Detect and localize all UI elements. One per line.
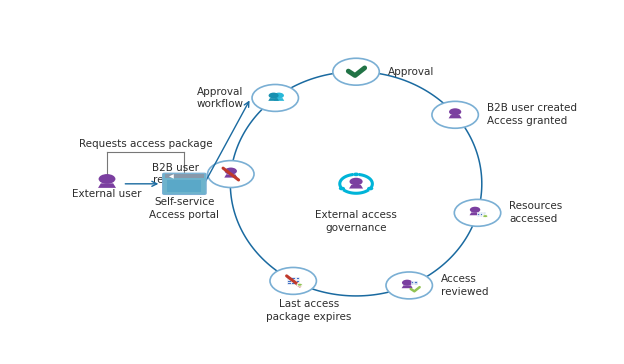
Bar: [480, 215, 482, 217]
Circle shape: [449, 108, 461, 115]
Circle shape: [470, 207, 480, 213]
Text: ◀: ◀: [169, 174, 174, 179]
Circle shape: [274, 92, 284, 98]
Bar: [291, 280, 295, 282]
Circle shape: [339, 187, 345, 190]
Text: Approval: Approval: [388, 67, 434, 77]
Text: External user: External user: [72, 189, 142, 199]
Circle shape: [268, 92, 279, 98]
Bar: [483, 215, 485, 217]
Bar: [291, 282, 295, 284]
Bar: [477, 211, 479, 213]
Text: B2B user created
Access granted: B2B user created Access granted: [487, 103, 577, 126]
Circle shape: [270, 268, 316, 294]
Bar: [414, 283, 417, 285]
Circle shape: [386, 272, 432, 299]
Polygon shape: [402, 285, 412, 288]
Bar: [411, 283, 414, 285]
Polygon shape: [349, 185, 363, 189]
Bar: [296, 282, 299, 284]
Bar: [483, 213, 485, 215]
Bar: [287, 282, 291, 284]
Bar: [480, 211, 482, 213]
Circle shape: [225, 167, 237, 175]
Text: External access
governance: External access governance: [315, 210, 397, 233]
Circle shape: [454, 199, 500, 226]
Polygon shape: [273, 98, 285, 101]
Text: Self-service
Access portal: Self-service Access portal: [149, 197, 220, 219]
Polygon shape: [469, 213, 480, 215]
Text: Approval
workflow: Approval workflow: [197, 87, 243, 109]
Bar: [165, 174, 204, 178]
Circle shape: [432, 101, 479, 128]
Polygon shape: [224, 174, 237, 178]
Circle shape: [208, 161, 254, 187]
Polygon shape: [98, 183, 116, 188]
Bar: [287, 280, 291, 282]
Circle shape: [349, 178, 363, 185]
Bar: [483, 211, 485, 213]
Bar: [414, 281, 417, 282]
Bar: [296, 277, 299, 280]
Text: Requests access package: Requests access package: [79, 139, 213, 149]
Text: Access
reviewed: Access reviewed: [441, 274, 489, 297]
Circle shape: [99, 174, 115, 184]
Bar: [411, 281, 414, 282]
Circle shape: [367, 187, 373, 190]
Circle shape: [482, 215, 488, 218]
Bar: [480, 213, 482, 215]
Circle shape: [297, 283, 303, 286]
Bar: [167, 179, 202, 192]
Bar: [296, 280, 299, 282]
Bar: [291, 277, 295, 280]
Bar: [287, 277, 291, 280]
Bar: [477, 213, 479, 215]
FancyBboxPatch shape: [163, 173, 206, 194]
Bar: [477, 215, 479, 217]
Circle shape: [402, 280, 412, 286]
Circle shape: [333, 58, 379, 85]
Circle shape: [252, 84, 298, 111]
Text: B2B user
removed: B2B user removed: [152, 163, 199, 185]
Polygon shape: [449, 115, 462, 118]
Circle shape: [353, 173, 359, 176]
Text: Last access
package expires: Last access package expires: [266, 300, 352, 322]
Text: Resources
accessed: Resources accessed: [509, 201, 563, 224]
Polygon shape: [268, 98, 279, 101]
